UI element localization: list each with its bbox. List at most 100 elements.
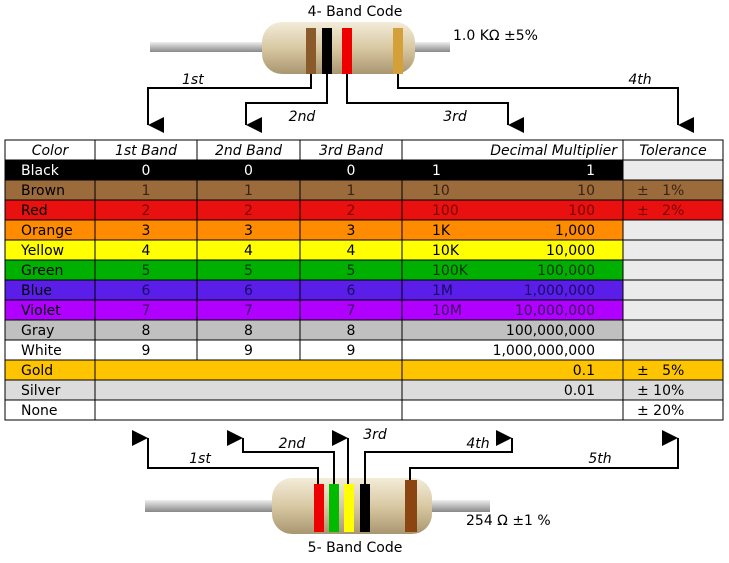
color-code-table: Color 1st Band 2nd Band 3rd Band Decimal Mul… — [4, 139, 724, 421]
multiplier: 100,000 — [537, 263, 595, 279]
band-digit: 3 — [347, 223, 356, 239]
tolerance-cell — [622, 239, 724, 261]
bottom-arrows — [132, 430, 679, 484]
arrow-label: 4th — [466, 436, 489, 452]
tolerance-cell — [622, 219, 724, 241]
multiplier: 1 — [586, 163, 595, 179]
color-name: Red — [21, 203, 48, 219]
band-digit: 3 — [244, 223, 253, 239]
band-digit: 3 — [142, 223, 151, 239]
arrow-label: 2nd — [289, 109, 316, 125]
color-name: Brown — [21, 183, 65, 199]
row-bg — [4, 239, 624, 261]
band-digit: 8 — [244, 323, 253, 339]
tolerance-cell — [622, 159, 724, 181]
band-digit: 0 — [347, 163, 356, 179]
band-digit: 9 — [347, 343, 356, 359]
multiplier-short: 1M — [432, 283, 453, 299]
tolerance-cell — [622, 319, 724, 341]
color-name: Green — [21, 263, 63, 279]
color-name: Silver — [21, 383, 61, 399]
color-name: Gold — [21, 363, 53, 379]
bottom-resistor — [145, 478, 490, 534]
tolerance-cell — [622, 279, 724, 301]
tolerance: ± 20% — [637, 403, 684, 419]
tolerance-cell — [622, 259, 724, 281]
band-digit: 5 — [244, 263, 253, 279]
top-resistor — [150, 22, 450, 74]
multiplier-short: 100 — [432, 203, 459, 219]
arrow-label: 1st — [182, 72, 204, 88]
header-cell: 3rd Band — [319, 143, 383, 159]
top-arrows — [147, 74, 694, 133]
row-bg — [4, 259, 624, 281]
header-cell: Decimal Multiplier — [490, 143, 618, 159]
multiplier: 100,000,000 — [506, 323, 595, 339]
band-digit: 4 — [347, 243, 356, 259]
arrow-label: 1st — [189, 451, 211, 467]
multiplier-short: 1K — [432, 223, 451, 239]
arrow-label: 4th — [628, 72, 651, 88]
tolerance-cell — [622, 339, 724, 361]
empty-cell — [94, 399, 403, 421]
band-digit: 6 — [347, 283, 356, 299]
arrow-label: 5th — [588, 451, 611, 467]
top-title: 4- Band Code — [308, 4, 403, 20]
header-cell: 1st Band — [115, 143, 177, 159]
color-name: Black — [21, 163, 60, 179]
multiplier-short: 1 — [432, 163, 441, 179]
multiplier-short: 100K — [432, 263, 469, 279]
multiplier: 10,000,000 — [515, 303, 595, 319]
band-digit: 2 — [142, 203, 151, 219]
row-bg — [4, 219, 624, 241]
tolerance: ± 2% — [637, 203, 684, 219]
band-digit: 8 — [347, 323, 356, 339]
color-name: Violet — [21, 303, 61, 319]
color-name: Gray — [21, 323, 54, 339]
row-bg — [4, 359, 624, 381]
header-cell: Color — [32, 143, 70, 159]
tolerance: ± 10% — [637, 383, 684, 399]
multiplier: 0.1 — [573, 363, 595, 379]
band-digit: 6 — [244, 283, 253, 299]
band-digit: 0 — [142, 163, 151, 179]
band-digit: 5 — [142, 263, 151, 279]
band-digit: 1 — [142, 183, 151, 199]
arrow-label: 3rd — [443, 109, 467, 125]
band-digit: 7 — [244, 303, 253, 319]
band-digit: 7 — [347, 303, 356, 319]
tolerance-cell — [622, 399, 724, 421]
band-digit: 7 — [142, 303, 151, 319]
arrow-label: 3rd — [363, 427, 387, 443]
multiplier-short: 10K — [432, 243, 460, 259]
multiplier: 10,000 — [546, 243, 595, 259]
band-digit: 5 — [347, 263, 356, 279]
multiplier-short: 10 — [432, 183, 450, 199]
color-name: Orange — [21, 223, 73, 239]
tolerance: ± 1% — [637, 183, 684, 199]
multiplier: 0.01 — [564, 383, 595, 399]
band-digit: 4 — [142, 243, 151, 259]
multiplier: 1,000,000,000 — [493, 343, 595, 359]
multiplier: 100 — [568, 203, 595, 219]
header-cell: Tolerance — [639, 143, 706, 159]
color-name: None — [21, 403, 58, 419]
band-digit: 2 — [244, 203, 253, 219]
band-digit: 9 — [244, 343, 253, 359]
band-digit: 8 — [142, 323, 151, 339]
band-digit: 9 — [142, 343, 151, 359]
band-digit: 4 — [244, 243, 253, 259]
tolerance-cell — [622, 299, 724, 321]
row-bg — [4, 379, 624, 401]
multiplier: 1,000,000 — [524, 283, 595, 299]
color-name: White — [21, 343, 62, 359]
top-value: 1.0 KΩ ±5% — [453, 28, 538, 44]
bottom-title: 5- Band Code — [308, 540, 403, 556]
band-digit: 1 — [347, 183, 356, 199]
tolerance: ± 5% — [637, 363, 684, 379]
color-name: Blue — [21, 283, 52, 299]
row-bg — [4, 199, 624, 221]
band-digit: 6 — [142, 283, 151, 299]
band-digit: 2 — [347, 203, 356, 219]
